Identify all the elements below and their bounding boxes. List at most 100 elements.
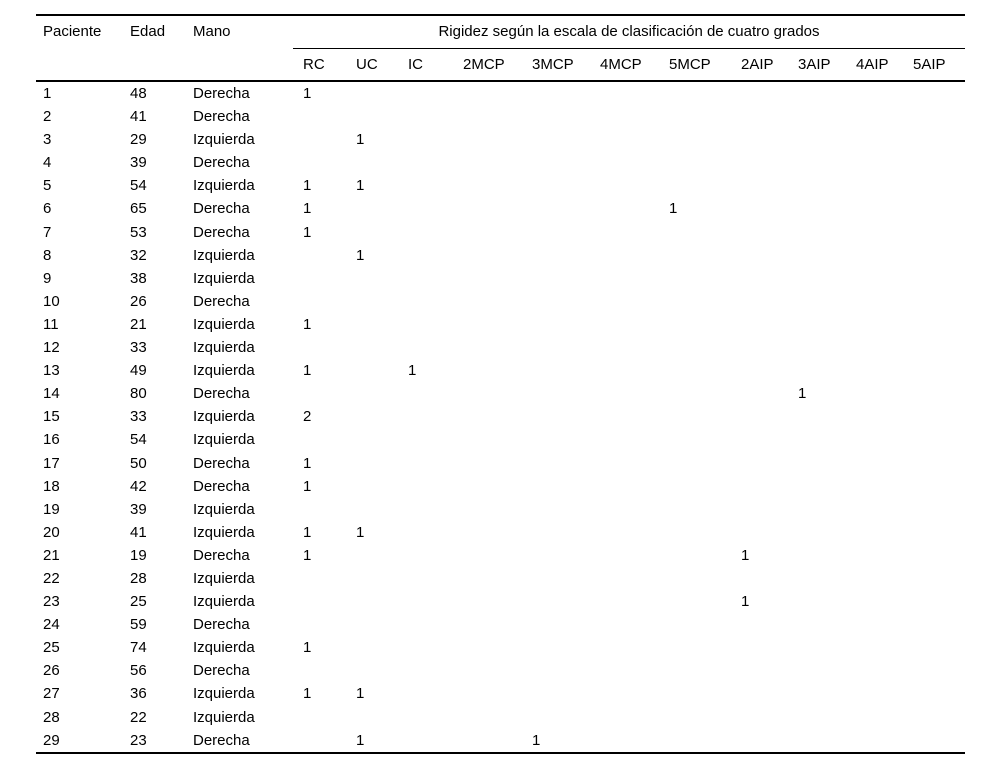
sub-header-row: RC UC IC 2MCP 3MCP 4MCP 5MCP 2AIP 3AIP 4AIP 5AIP bbox=[36, 48, 966, 82]
value-cell bbox=[913, 359, 965, 382]
value-cell bbox=[600, 267, 669, 290]
age-cell: 25 bbox=[130, 593, 147, 611]
age-cell: 29 bbox=[130, 131, 147, 149]
table-row: 15 33 Izquierda 2 bbox=[36, 405, 965, 428]
value-cell bbox=[463, 128, 532, 151]
patient-cell: 3 bbox=[43, 131, 52, 149]
value-cell bbox=[463, 382, 532, 405]
value-cell bbox=[600, 428, 669, 451]
value-cell bbox=[600, 682, 669, 705]
value-cell bbox=[600, 659, 669, 682]
value-cell bbox=[532, 197, 600, 220]
value-cell bbox=[293, 105, 356, 128]
value-cell bbox=[798, 267, 856, 290]
value-cell bbox=[913, 336, 965, 359]
value-cell bbox=[856, 452, 913, 475]
value-cell bbox=[669, 475, 741, 498]
value-cell bbox=[293, 428, 356, 451]
value-cell bbox=[913, 313, 965, 336]
value-cell bbox=[913, 151, 965, 174]
patient-cell: 8 bbox=[43, 246, 52, 264]
value-cell: 1 bbox=[798, 385, 807, 403]
table-row: 12 33 Izquierda bbox=[36, 336, 965, 359]
value-cell bbox=[356, 498, 408, 521]
value-cell bbox=[356, 313, 408, 336]
hand-cell: Izquierda bbox=[193, 708, 255, 726]
value-cell bbox=[669, 382, 741, 405]
value-cell bbox=[669, 267, 741, 290]
value-cell bbox=[463, 221, 532, 244]
value-cell bbox=[356, 382, 408, 405]
value-cell bbox=[856, 267, 913, 290]
value-cell bbox=[798, 613, 856, 636]
value-cell bbox=[600, 290, 669, 313]
value-cell bbox=[463, 244, 532, 267]
value-cell bbox=[356, 290, 408, 313]
value-cell bbox=[532, 636, 600, 659]
table-row: 18 42 Derecha 1 bbox=[36, 475, 965, 498]
value-cell bbox=[798, 244, 856, 267]
value-cell bbox=[669, 244, 741, 267]
hand-cell: Izquierda bbox=[193, 593, 255, 611]
value-cell bbox=[532, 428, 600, 451]
value-cell bbox=[741, 359, 798, 382]
patient-cell: 21 bbox=[43, 546, 60, 564]
table-row: 14 80 Derecha 1 bbox=[36, 382, 965, 405]
value-cell: 2 bbox=[303, 408, 312, 426]
value-cell bbox=[408, 313, 463, 336]
value-cell bbox=[356, 475, 408, 498]
col-header-edad: Edad bbox=[130, 15, 193, 82]
value-cell bbox=[463, 706, 532, 729]
value-cell: 1 bbox=[356, 246, 365, 264]
age-cell: 23 bbox=[130, 731, 147, 749]
patient-cell: 24 bbox=[43, 616, 60, 634]
value-cell bbox=[913, 544, 965, 567]
value-cell bbox=[463, 267, 532, 290]
age-cell: 56 bbox=[130, 662, 147, 680]
table-row: 7 53 Derecha 1 bbox=[36, 221, 965, 244]
table-row: 17 50 Derecha 1 bbox=[36, 452, 965, 475]
value-cell bbox=[913, 521, 965, 544]
value-cell bbox=[798, 128, 856, 151]
value-cell bbox=[408, 221, 463, 244]
age-cell: 33 bbox=[130, 339, 147, 357]
value-cell bbox=[669, 636, 741, 659]
value-cell bbox=[669, 81, 741, 105]
value-cell bbox=[856, 521, 913, 544]
age-cell: 39 bbox=[130, 154, 147, 172]
value-cell bbox=[532, 682, 600, 705]
value-cell bbox=[463, 521, 532, 544]
value-cell bbox=[600, 128, 669, 151]
value-cell bbox=[356, 336, 408, 359]
hand-cell: Derecha bbox=[193, 454, 250, 472]
value-cell bbox=[600, 636, 669, 659]
value-cell bbox=[798, 197, 856, 220]
value-cell: 1 bbox=[356, 731, 365, 749]
value-cell bbox=[856, 682, 913, 705]
value-cell bbox=[669, 706, 741, 729]
value-cell bbox=[293, 128, 356, 151]
value-cell bbox=[669, 313, 741, 336]
value-cell bbox=[463, 452, 532, 475]
value-cell bbox=[669, 659, 741, 682]
age-cell: 26 bbox=[130, 292, 147, 310]
value-cell bbox=[463, 290, 532, 313]
value-cell bbox=[856, 636, 913, 659]
value-cell bbox=[741, 613, 798, 636]
value-cell bbox=[463, 613, 532, 636]
value-cell bbox=[856, 128, 913, 151]
patient-cell: 27 bbox=[43, 685, 60, 703]
value-cell bbox=[356, 613, 408, 636]
value-cell bbox=[913, 221, 965, 244]
value-cell bbox=[856, 567, 913, 590]
value-cell bbox=[913, 174, 965, 197]
value-cell bbox=[532, 544, 600, 567]
value-cell bbox=[741, 336, 798, 359]
table-row: 13 49 Izquierda 1 1 bbox=[36, 359, 965, 382]
value-cell bbox=[913, 682, 965, 705]
value-cell bbox=[532, 221, 600, 244]
age-cell: 32 bbox=[130, 246, 147, 264]
value-cell bbox=[356, 567, 408, 590]
value-cell bbox=[856, 475, 913, 498]
